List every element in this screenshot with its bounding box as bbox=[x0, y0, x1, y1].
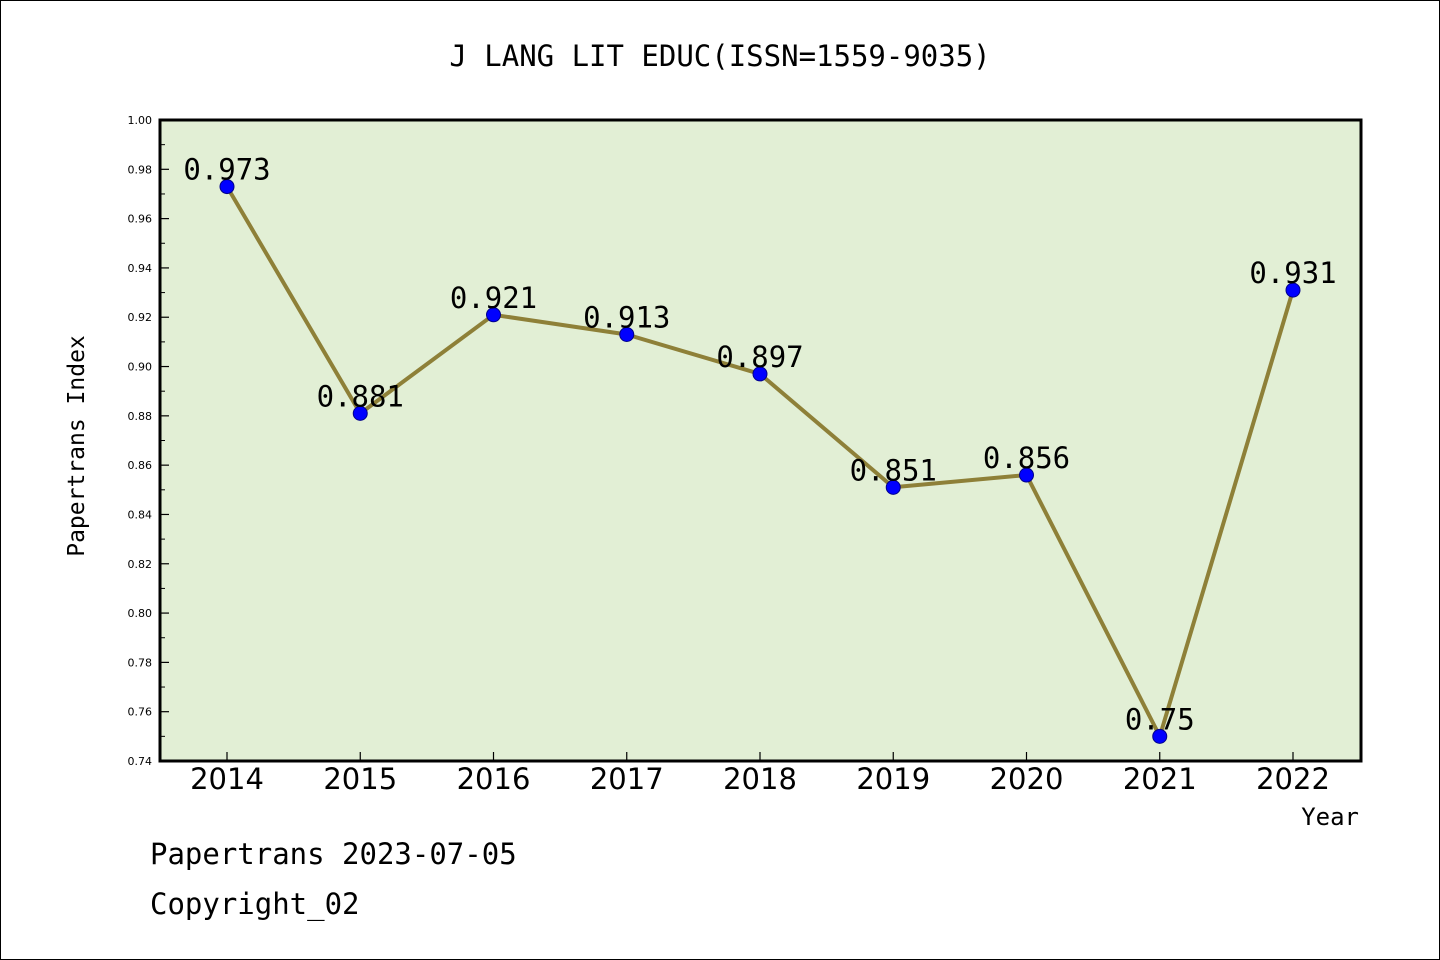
data-point bbox=[885, 479, 901, 495]
data-label: 0.881 bbox=[317, 379, 404, 413]
x-tick-label: 2014 bbox=[190, 762, 264, 796]
data-point bbox=[619, 326, 635, 342]
data-point bbox=[486, 307, 501, 323]
y-tick-label: 0.82 bbox=[128, 558, 153, 571]
data-labels: 0.973 0.881 0.921 0.913 0.897 0.851 0.856 0.75 0… bbox=[183, 153, 1336, 737]
data-point bbox=[752, 366, 768, 382]
x-tick-label: 2017 bbox=[590, 762, 664, 796]
chart-title: J LANG LIT EDUC(ISSN=1559-9035) bbox=[449, 39, 990, 73]
data-point bbox=[352, 405, 368, 421]
data-point bbox=[1152, 728, 1168, 744]
data-label: 0.921 bbox=[450, 281, 537, 315]
plot-area bbox=[160, 120, 1361, 761]
footer-source: Papertrans 2023-07-05 bbox=[150, 837, 517, 871]
data-point bbox=[1285, 282, 1301, 298]
y-tick-label: 0.92 bbox=[128, 311, 153, 324]
x-tick-label: 2021 bbox=[1123, 762, 1197, 796]
data-label: 0.931 bbox=[1249, 256, 1336, 290]
data-point bbox=[1019, 467, 1034, 483]
y-tick-label: 0.90 bbox=[128, 361, 153, 374]
y-tick-label: 1.00 bbox=[128, 114, 153, 127]
data-point bbox=[219, 179, 235, 195]
data-label: 0.973 bbox=[183, 153, 270, 187]
y-tick-label: 0.78 bbox=[128, 656, 153, 669]
footer-copyright: Copyright_02 bbox=[150, 887, 360, 922]
y-tick-label: 0.74 bbox=[128, 755, 153, 768]
x-tick-label: 2022 bbox=[1256, 762, 1330, 796]
x-tick-label: 2016 bbox=[457, 762, 531, 796]
x-axis-label: Year bbox=[1301, 803, 1359, 831]
y-tick-label: 0.88 bbox=[128, 410, 153, 423]
y-tick-label: 0.96 bbox=[128, 213, 153, 226]
data-label: 0.913 bbox=[583, 300, 670, 334]
data-label: 0.856 bbox=[983, 441, 1070, 475]
x-tick-label: 2018 bbox=[723, 762, 797, 796]
x-tick-label: 2020 bbox=[990, 762, 1064, 796]
data-label: 0.851 bbox=[850, 453, 937, 487]
series-markers bbox=[219, 179, 1301, 744]
y-tick-label: 0.94 bbox=[128, 262, 153, 275]
x-axis-ticks: 2014 2015 2016 2017 2018 2019 2020 2021 2022 bbox=[190, 752, 1330, 796]
x-tick-label: 2015 bbox=[323, 762, 397, 796]
y-tick-label: 0.84 bbox=[128, 508, 153, 521]
y-tick-label: 0.80 bbox=[128, 607, 153, 620]
y-tick-label: 0.86 bbox=[128, 459, 153, 472]
y-tick-label: 0.76 bbox=[128, 706, 153, 719]
y-tick-label: 0.98 bbox=[128, 163, 153, 176]
plot-border bbox=[158, 118, 1363, 763]
y-axis-ticks: 0.74 0.76 0.78 0.80 0.82 0.84 0.86 0.88 0.90 0.92… bbox=[128, 114, 169, 768]
y-axis-label: Papertrans Index bbox=[64, 335, 90, 557]
data-label: 0.897 bbox=[716, 340, 803, 374]
x-tick-label: 2019 bbox=[856, 762, 930, 796]
data-label: 0.75 bbox=[1125, 702, 1195, 736]
